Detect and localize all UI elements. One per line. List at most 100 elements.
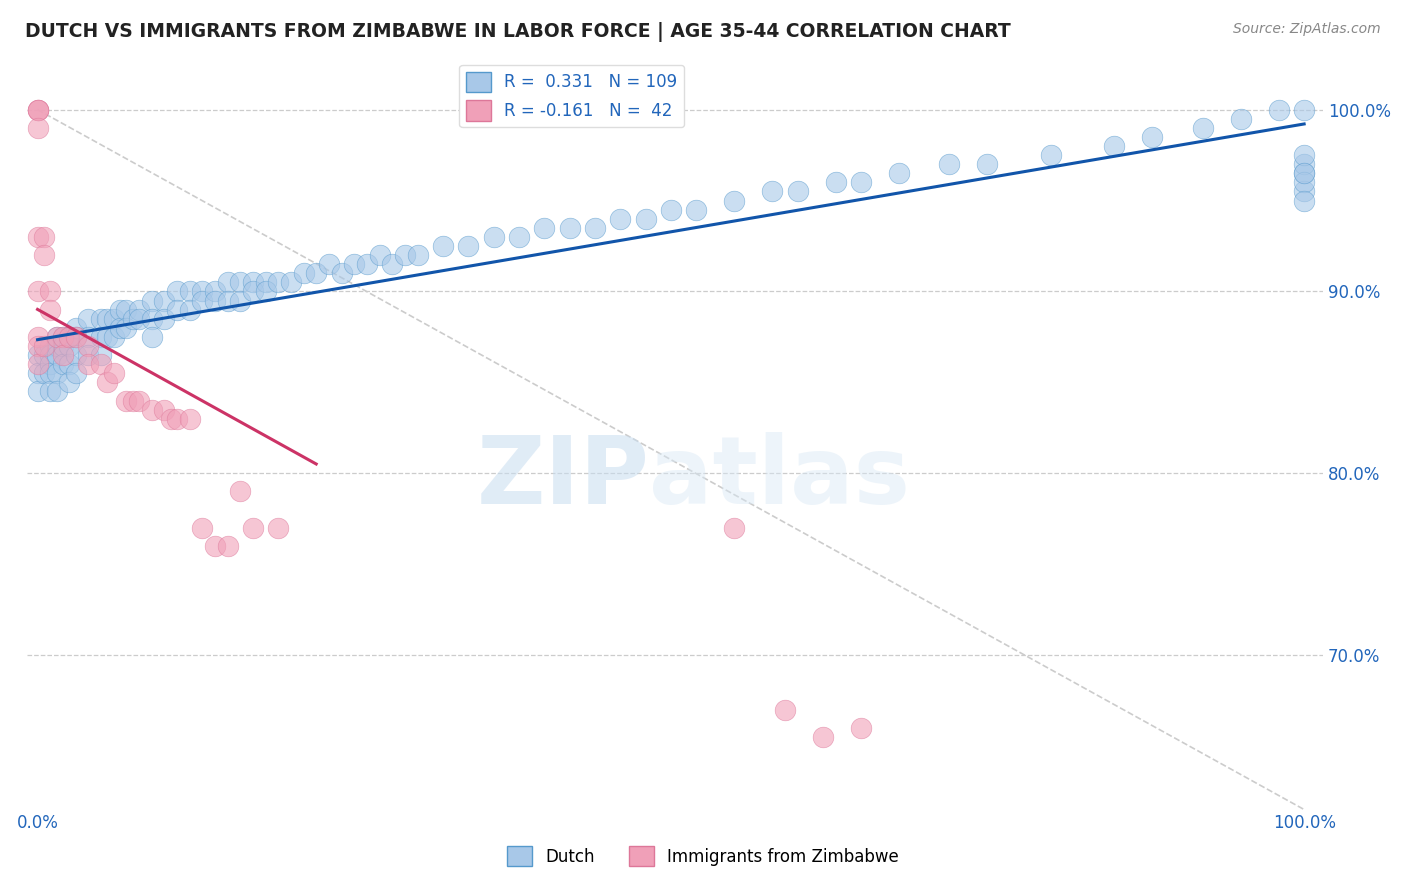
Point — [115, 393, 138, 408]
Point — [58, 357, 80, 371]
Point — [330, 266, 353, 280]
Point — [90, 330, 112, 344]
Point — [887, 166, 910, 180]
Point — [773, 702, 796, 716]
Text: Source: ZipAtlas.com: Source: ZipAtlas.com — [1233, 22, 1381, 37]
Point — [811, 730, 834, 744]
Point — [432, 239, 454, 253]
Point — [39, 357, 62, 371]
Point — [1102, 139, 1125, 153]
Point — [121, 311, 143, 326]
Point — [457, 239, 479, 253]
Point — [103, 366, 125, 380]
Point — [1294, 185, 1316, 199]
Point — [179, 302, 201, 317]
Point — [849, 175, 872, 189]
Point — [27, 357, 49, 371]
Text: DUTCH VS IMMIGRANTS FROM ZIMBABWE IN LABOR FORCE | AGE 35-44 CORRELATION CHART: DUTCH VS IMMIGRANTS FROM ZIMBABWE IN LAB… — [25, 22, 1011, 42]
Point — [90, 357, 112, 371]
Legend: R =  0.331   N = 109, R = -0.161   N =  42: R = 0.331 N = 109, R = -0.161 N = 42 — [460, 65, 683, 128]
Point — [343, 257, 366, 271]
Point — [45, 330, 67, 344]
Point — [27, 366, 49, 380]
Point — [482, 230, 505, 244]
Point — [1140, 130, 1163, 145]
Point — [45, 384, 67, 399]
Point — [267, 521, 290, 535]
Point — [115, 321, 138, 335]
Point — [32, 248, 55, 262]
Point — [1294, 166, 1316, 180]
Point — [229, 293, 252, 308]
Point — [141, 330, 163, 344]
Point — [191, 521, 214, 535]
Point — [96, 376, 118, 390]
Point — [27, 103, 49, 117]
Point — [77, 357, 100, 371]
Point — [179, 411, 201, 425]
Point — [254, 285, 277, 299]
Point — [381, 257, 404, 271]
Point — [229, 276, 252, 290]
Point — [45, 330, 67, 344]
Point — [58, 376, 80, 390]
Point — [39, 348, 62, 362]
Point — [217, 539, 239, 553]
Point — [824, 175, 846, 189]
Point — [609, 211, 631, 226]
Point — [65, 330, 87, 344]
Point — [128, 302, 150, 317]
Point — [976, 157, 998, 171]
Point — [1191, 120, 1213, 135]
Point — [77, 330, 100, 344]
Point — [723, 194, 745, 208]
Point — [96, 311, 118, 326]
Point — [1039, 148, 1062, 162]
Point — [27, 120, 49, 135]
Point — [217, 293, 239, 308]
Point — [849, 721, 872, 735]
Point — [685, 202, 707, 217]
Point — [39, 384, 62, 399]
Point — [39, 285, 62, 299]
Point — [292, 266, 315, 280]
Point — [204, 539, 226, 553]
Text: atlas: atlas — [650, 432, 910, 524]
Point — [1294, 175, 1316, 189]
Point — [108, 302, 131, 317]
Legend: Dutch, Immigrants from Zimbabwe: Dutch, Immigrants from Zimbabwe — [501, 839, 905, 873]
Point — [27, 330, 49, 344]
Point — [58, 330, 80, 344]
Point — [90, 311, 112, 326]
Point — [65, 366, 87, 380]
Point — [406, 248, 429, 262]
Point — [280, 276, 302, 290]
Point — [533, 220, 555, 235]
Point — [32, 366, 55, 380]
Point — [52, 348, 75, 362]
Point — [96, 330, 118, 344]
Point — [166, 302, 188, 317]
Point — [659, 202, 682, 217]
Point — [558, 220, 581, 235]
Point — [166, 411, 188, 425]
Point — [52, 330, 75, 344]
Point — [634, 211, 657, 226]
Point — [58, 339, 80, 353]
Point — [52, 330, 75, 344]
Point — [32, 339, 55, 353]
Point — [77, 348, 100, 362]
Point — [65, 348, 87, 362]
Point — [90, 348, 112, 362]
Point — [58, 330, 80, 344]
Point — [191, 285, 214, 299]
Point — [32, 230, 55, 244]
Point — [45, 339, 67, 353]
Point — [141, 311, 163, 326]
Point — [141, 402, 163, 417]
Point — [121, 393, 143, 408]
Point — [723, 521, 745, 535]
Point — [356, 257, 378, 271]
Point — [1294, 157, 1316, 171]
Point — [45, 366, 67, 380]
